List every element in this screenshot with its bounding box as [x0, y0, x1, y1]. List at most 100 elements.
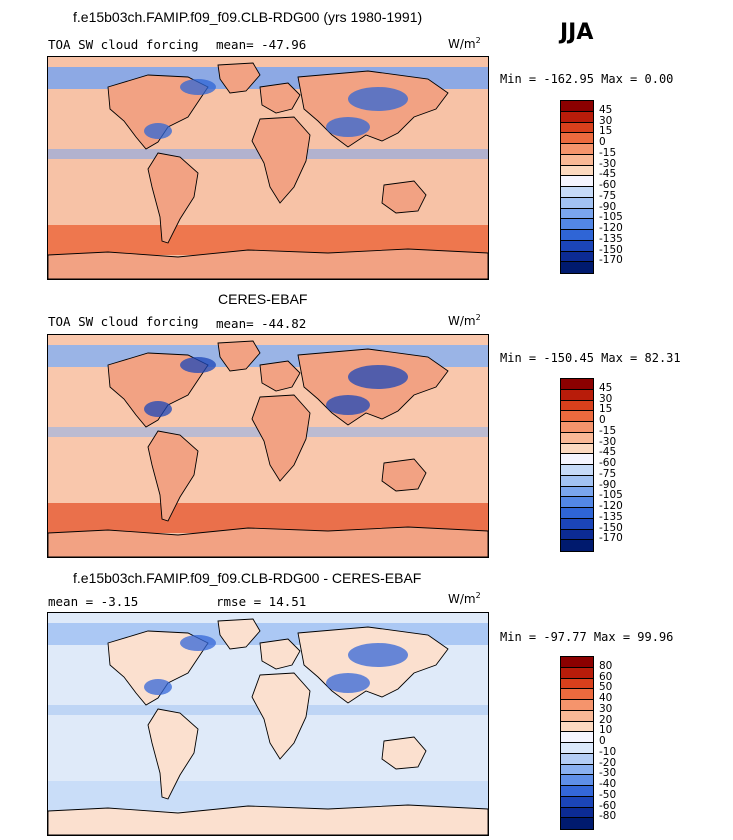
colorbar-swatch: [561, 475, 593, 487]
panel1-minmax: Min = -162.95 Max = 0.00: [500, 72, 674, 86]
colorbar-tick-label: -135: [599, 510, 623, 523]
colorbar-swatch: [561, 721, 593, 733]
colorbar-tick-label: 15: [599, 403, 613, 416]
colorbar-swatch: [561, 678, 593, 690]
panel3-minmax: Min = -97.77 Max = 99.96: [500, 630, 674, 644]
deep-cloud-region: [348, 87, 408, 111]
colorbar-tick-label: -170: [599, 254, 623, 267]
colorbar-swatch: [561, 111, 593, 123]
colorbar-swatch: [561, 240, 593, 252]
colorbar-tick-label: -150: [599, 521, 623, 534]
colorbar-swatch: [561, 197, 593, 209]
panel2-mean-label: mean= -44.82: [216, 316, 307, 331]
colorbar-tick-label: -20: [599, 756, 617, 769]
colorbar-tick-label: 15: [599, 125, 613, 138]
panel2-variable-label: TOA SW cloud forcing: [48, 314, 199, 329]
colorbar-swatch: [561, 101, 593, 112]
colorbar-swatch: [561, 208, 593, 220]
continent-outline: [251, 116, 311, 204]
panel2-units: W/m2: [448, 313, 481, 328]
colorbar-tick-label: -170: [599, 532, 623, 545]
colorbar-swatch: [561, 400, 593, 412]
colorbar-swatch: [561, 807, 593, 819]
colorbar-swatch: [561, 700, 593, 711]
colorbar-swatch: [561, 540, 593, 551]
panel3-units: W/m2: [448, 591, 481, 606]
colorbar-tick-label: -120: [599, 222, 623, 234]
deep-cloud-region: [326, 117, 370, 137]
panel2-obs-map: [47, 334, 489, 558]
panel1-map-canvas: [48, 57, 488, 279]
deep-cloud-region: [326, 673, 370, 693]
colorbar-tick-label: -105: [599, 489, 623, 502]
colorbar-swatch: [561, 743, 593, 754]
colorbar-swatch: [561, 251, 593, 263]
colorbar-tick-label: 60: [599, 670, 613, 683]
panel2-heading: CERES-EBAF: [218, 291, 308, 307]
continent-outline: [259, 82, 301, 114]
colorbar-tick-label: -30: [599, 767, 617, 780]
continent-outline: [147, 152, 199, 244]
colorbar-tick-label: 40: [599, 692, 613, 704]
colorbar-tick-label: 0: [599, 136, 606, 148]
colorbar-tick-label: 30: [599, 392, 613, 405]
colorbar-tick-label: 30: [599, 702, 613, 715]
continent-outline: [217, 62, 261, 94]
panel1-mean-label: mean= -47.96: [216, 37, 307, 52]
continent-outline: [48, 248, 488, 279]
colorbar-swatch: [561, 732, 593, 743]
panel3-difference-map: [47, 612, 489, 836]
colorbar-tick-label: 45: [599, 381, 613, 394]
panel3-rmse-label: rmse = 14.51: [216, 594, 307, 609]
colorbar-tick-label: -10: [599, 745, 617, 758]
deep-cloud-region: [180, 635, 216, 651]
panel3-mean-label: mean = -3.15: [48, 594, 139, 609]
colorbar-swatch: [561, 219, 593, 230]
colorbar-tick-label: -45: [599, 446, 617, 459]
colorbar-swatch: [561, 667, 593, 679]
colorbar-tick-label: -90: [599, 200, 617, 213]
deep-cloud-region: [144, 123, 172, 139]
colorbar-tick-label: -75: [599, 189, 617, 202]
deep-cloud-region: [348, 365, 408, 389]
colorbar-swatch: [561, 518, 593, 530]
colorbar-swatch: [561, 422, 593, 433]
continent-outline: [251, 672, 311, 760]
panel2-minmax: Min = -150.45 Max = 82.31: [500, 351, 681, 365]
colorbar-tick-label: -30: [599, 435, 617, 448]
colorbar-swatch: [561, 389, 593, 401]
colorbar-swatch: [561, 411, 593, 422]
deep-cloud-region: [180, 79, 216, 95]
continent-outline: [217, 618, 261, 650]
colorbar-tick-label: -75: [599, 467, 617, 480]
continent-outline: [217, 340, 261, 372]
deep-cloud-region: [348, 643, 408, 667]
colorbar-swatch: [561, 454, 593, 465]
colorbar-swatch: [561, 133, 593, 144]
deep-cloud-region: [326, 395, 370, 415]
colorbar-tick-label: -90: [599, 478, 617, 491]
colorbar-tick-label: -80: [599, 810, 617, 823]
colorbar-tick-label: -30: [599, 157, 617, 170]
panel3-map-canvas: [48, 613, 488, 835]
colorbar-tick-label: 0: [599, 414, 606, 426]
deep-cloud-region: [180, 357, 216, 373]
colorbar-swatch: [561, 443, 593, 455]
colorbar-swatch: [561, 753, 593, 765]
colorbar-tick-label: -60: [599, 179, 617, 191]
colorbar-swatch: [561, 165, 593, 177]
colorbar-tick-label: 20: [599, 713, 613, 726]
continent-outline: [147, 708, 199, 800]
colorbar-swatch: [561, 379, 593, 390]
colorbar-tick-label: 80: [599, 659, 613, 672]
panel1-colorbar: [560, 100, 594, 274]
colorbar-tick-label: -40: [599, 778, 617, 790]
season-label: JJA: [560, 20, 594, 45]
colorbar-swatch: [561, 465, 593, 476]
colorbar-tick-label: 0: [599, 735, 606, 747]
continent-outline: [381, 180, 427, 214]
colorbar-swatch: [561, 230, 593, 241]
panel1-model-map: [47, 56, 489, 280]
continent-outline: [147, 430, 199, 522]
colorbar-swatch: [561, 775, 593, 786]
